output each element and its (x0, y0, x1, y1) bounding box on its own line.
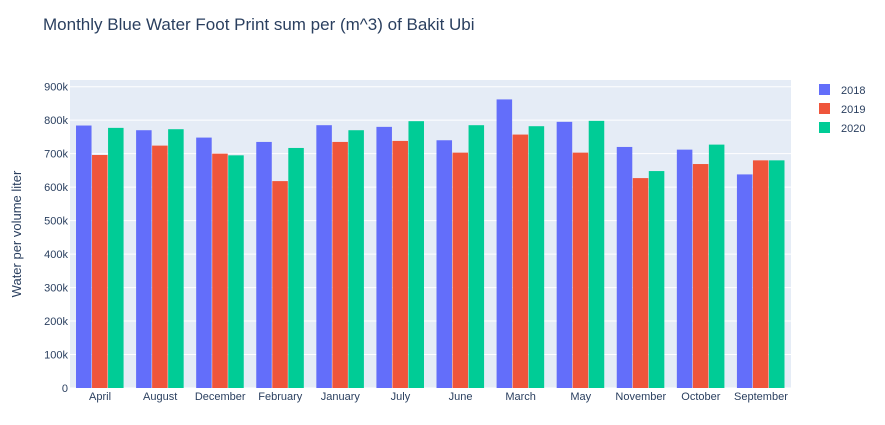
y-tick-label: 700k (44, 149, 68, 161)
bar-2020-september (768, 160, 785, 388)
x-axis-ticks: April August December February January July Ju… (89, 391, 788, 403)
bar-2018-april (76, 125, 92, 389)
x-tick-label: August (143, 391, 177, 403)
chart-title: Monthly Blue Water Foot Print sum per (m… (43, 15, 475, 34)
bar-2018-september (736, 174, 753, 388)
y-tick-label: 300k (44, 283, 68, 295)
x-tick-label: May (570, 391, 591, 403)
bar-2018-february (256, 141, 272, 388)
bar-2019-august (152, 145, 168, 388)
y-tick-label: 500k (44, 216, 68, 228)
bar-2019-march (512, 134, 529, 388)
bar-2019-december (212, 153, 228, 388)
bar-2018-march (496, 99, 513, 388)
bar-2019-july (392, 140, 408, 388)
legend-label-2019: 2019 (841, 104, 865, 116)
x-tick-label: December (195, 391, 246, 403)
y-tick-label: 900k (44, 82, 68, 94)
legend-swatch-2019 (819, 103, 830, 114)
grid-lines (70, 86, 791, 389)
bar-2019-november (632, 178, 649, 388)
x-tick-label: January (321, 391, 361, 403)
y-tick-label: 100k (44, 350, 68, 362)
legend: 2018 2019 2020 (819, 84, 865, 135)
bar-2020-august (168, 129, 184, 388)
legend-label-2018: 2018 (841, 85, 865, 97)
x-tick-label: February (258, 391, 303, 403)
bar-2020-july (408, 121, 424, 389)
bar-2020-february (288, 147, 304, 388)
legend-swatch-2020 (819, 122, 830, 133)
bar-2018-january (316, 125, 332, 389)
x-tick-label: June (449, 391, 473, 403)
bar-2020-june (468, 125, 485, 389)
y-tick-label: 400k (44, 249, 68, 261)
x-tick-label: September (734, 391, 788, 403)
y-tick-label: 600k (44, 182, 68, 194)
bar-2019-february (272, 181, 288, 388)
bar-2018-may (556, 121, 573, 388)
legend-swatch-2018 (819, 84, 830, 95)
bar-2020-december (228, 155, 244, 388)
bar-2020-november (648, 171, 665, 388)
bar-2018-october (676, 149, 693, 388)
y-axis-title: Water per volume liter (9, 170, 24, 297)
bar-2019-june (452, 152, 469, 388)
x-tick-label: July (391, 391, 411, 403)
y-axis-ticks: 0 100k 200k 300k 400k 500k 600k 700k 800k 900k (44, 82, 68, 395)
plot-background (70, 80, 791, 388)
legend-label-2020: 2020 (841, 123, 865, 135)
bar-2018-december (196, 137, 212, 388)
bars-group (76, 99, 785, 389)
bar-2019-september (752, 160, 769, 388)
bar-2018-november (616, 146, 633, 388)
bar-2019-october (692, 164, 709, 388)
bar-2020-october (708, 144, 725, 388)
bar-2020-april (108, 127, 124, 389)
bar-2019-april (92, 154, 108, 388)
bar-2018-august (136, 130, 152, 388)
x-tick-label: November (615, 391, 666, 403)
y-tick-label: 800k (44, 115, 68, 127)
bar-2018-june (436, 140, 453, 388)
x-tick-label: April (89, 391, 111, 403)
x-tick-label: March (505, 391, 536, 403)
y-tick-label: 200k (44, 316, 68, 328)
bar-2020-march (528, 126, 545, 388)
bar-2020-may (588, 120, 605, 388)
bar-2018-july (376, 126, 392, 388)
bar-2019-may (572, 152, 589, 388)
bar-2020-january (348, 130, 364, 388)
bar-2019-january (332, 141, 348, 388)
y-tick-label: 0 (62, 383, 68, 395)
x-tick-label: October (681, 391, 720, 403)
